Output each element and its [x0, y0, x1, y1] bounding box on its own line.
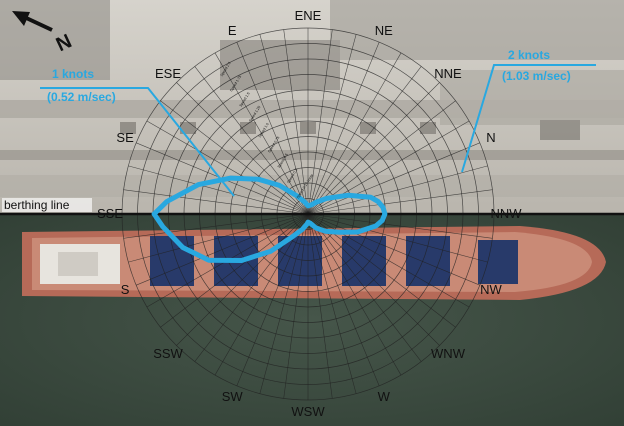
cargo-hold: [342, 236, 386, 286]
grid-spoke: [307, 142, 480, 215]
grid-spoke: [123, 189, 309, 215]
grid-spoke: [160, 100, 309, 215]
direction-label: N: [486, 130, 495, 145]
cargo-hold: [478, 240, 518, 284]
grid-spoke: [146, 120, 309, 215]
grid-spoke: [307, 213, 357, 394]
direction-label: NW: [480, 282, 502, 297]
grid-spoke: [128, 165, 309, 215]
direction-label: W: [378, 389, 391, 404]
grid-spoke: [307, 82, 440, 215]
grid-spoke: [236, 42, 309, 215]
direction-label: S: [121, 282, 130, 297]
quay-details: [0, 0, 624, 197]
direction-label: NE: [375, 23, 393, 38]
grid-spoke: [307, 213, 402, 376]
callout-left-title: 1 knots: [52, 67, 94, 81]
grid-spoke: [123, 213, 309, 239]
grid-spoke: [307, 213, 422, 362]
callout-2-knots: 2 knots (1.03 m/sec): [461, 48, 596, 173]
direction-label: ENE: [295, 8, 322, 23]
grid-spoke: [307, 29, 333, 215]
grid-spoke: [214, 52, 309, 215]
grid-spoke: [307, 213, 333, 399]
grid-spoke: [307, 213, 480, 286]
direction-label: SSE: [97, 206, 123, 221]
direction-label: NNW: [490, 206, 522, 221]
grid-spoke: [259, 34, 309, 215]
callout-right-title: 2 knots: [508, 48, 550, 62]
grid-spoke: [176, 213, 309, 346]
callout-right-subtitle: (1.03 m/sec): [502, 69, 571, 83]
grid-spoke: [307, 213, 488, 263]
direction-label: WSW: [291, 404, 325, 419]
direction-label: NNE: [434, 66, 462, 81]
callout-1-knot: 1 knots (0.52 m/sec): [40, 67, 235, 197]
grid-spoke: [214, 213, 309, 376]
compass-labels: NE ENE E ESE SE SSE S SSW SW WSW W WNW NW NNW N NNE: [97, 8, 522, 419]
grid-spoke: [307, 42, 380, 215]
direction-label: WNW: [431, 346, 466, 361]
grid-spoke: [136, 213, 309, 286]
grid-spoke: [307, 213, 493, 239]
grid-spoke: [307, 66, 422, 215]
current-speed-envelope: [151, 175, 388, 263]
grid-spoke: [283, 213, 309, 399]
grid-spoke: [128, 213, 309, 263]
grid-spoke: [307, 165, 488, 215]
grid-spoke: [307, 52, 402, 215]
direction-label: ESE: [155, 66, 181, 81]
grid-spoke: [307, 213, 440, 346]
grid-spoke: [307, 213, 380, 386]
direction-label: SW: [222, 389, 244, 404]
grid-spoke: [160, 213, 309, 328]
callout-left-subtitle: (0.52 m/sec): [47, 90, 116, 104]
direction-label: SSW: [153, 346, 183, 361]
grid-spoke: [236, 213, 309, 386]
grid-spoke: [307, 189, 493, 215]
direction-label: SE: [116, 130, 134, 145]
grid-spoke: [307, 34, 357, 215]
direction-label: E: [228, 23, 237, 38]
grid-spoke: [259, 213, 309, 394]
grid-spoke: [283, 29, 309, 215]
berthing-line-label: berthing line: [4, 198, 70, 212]
